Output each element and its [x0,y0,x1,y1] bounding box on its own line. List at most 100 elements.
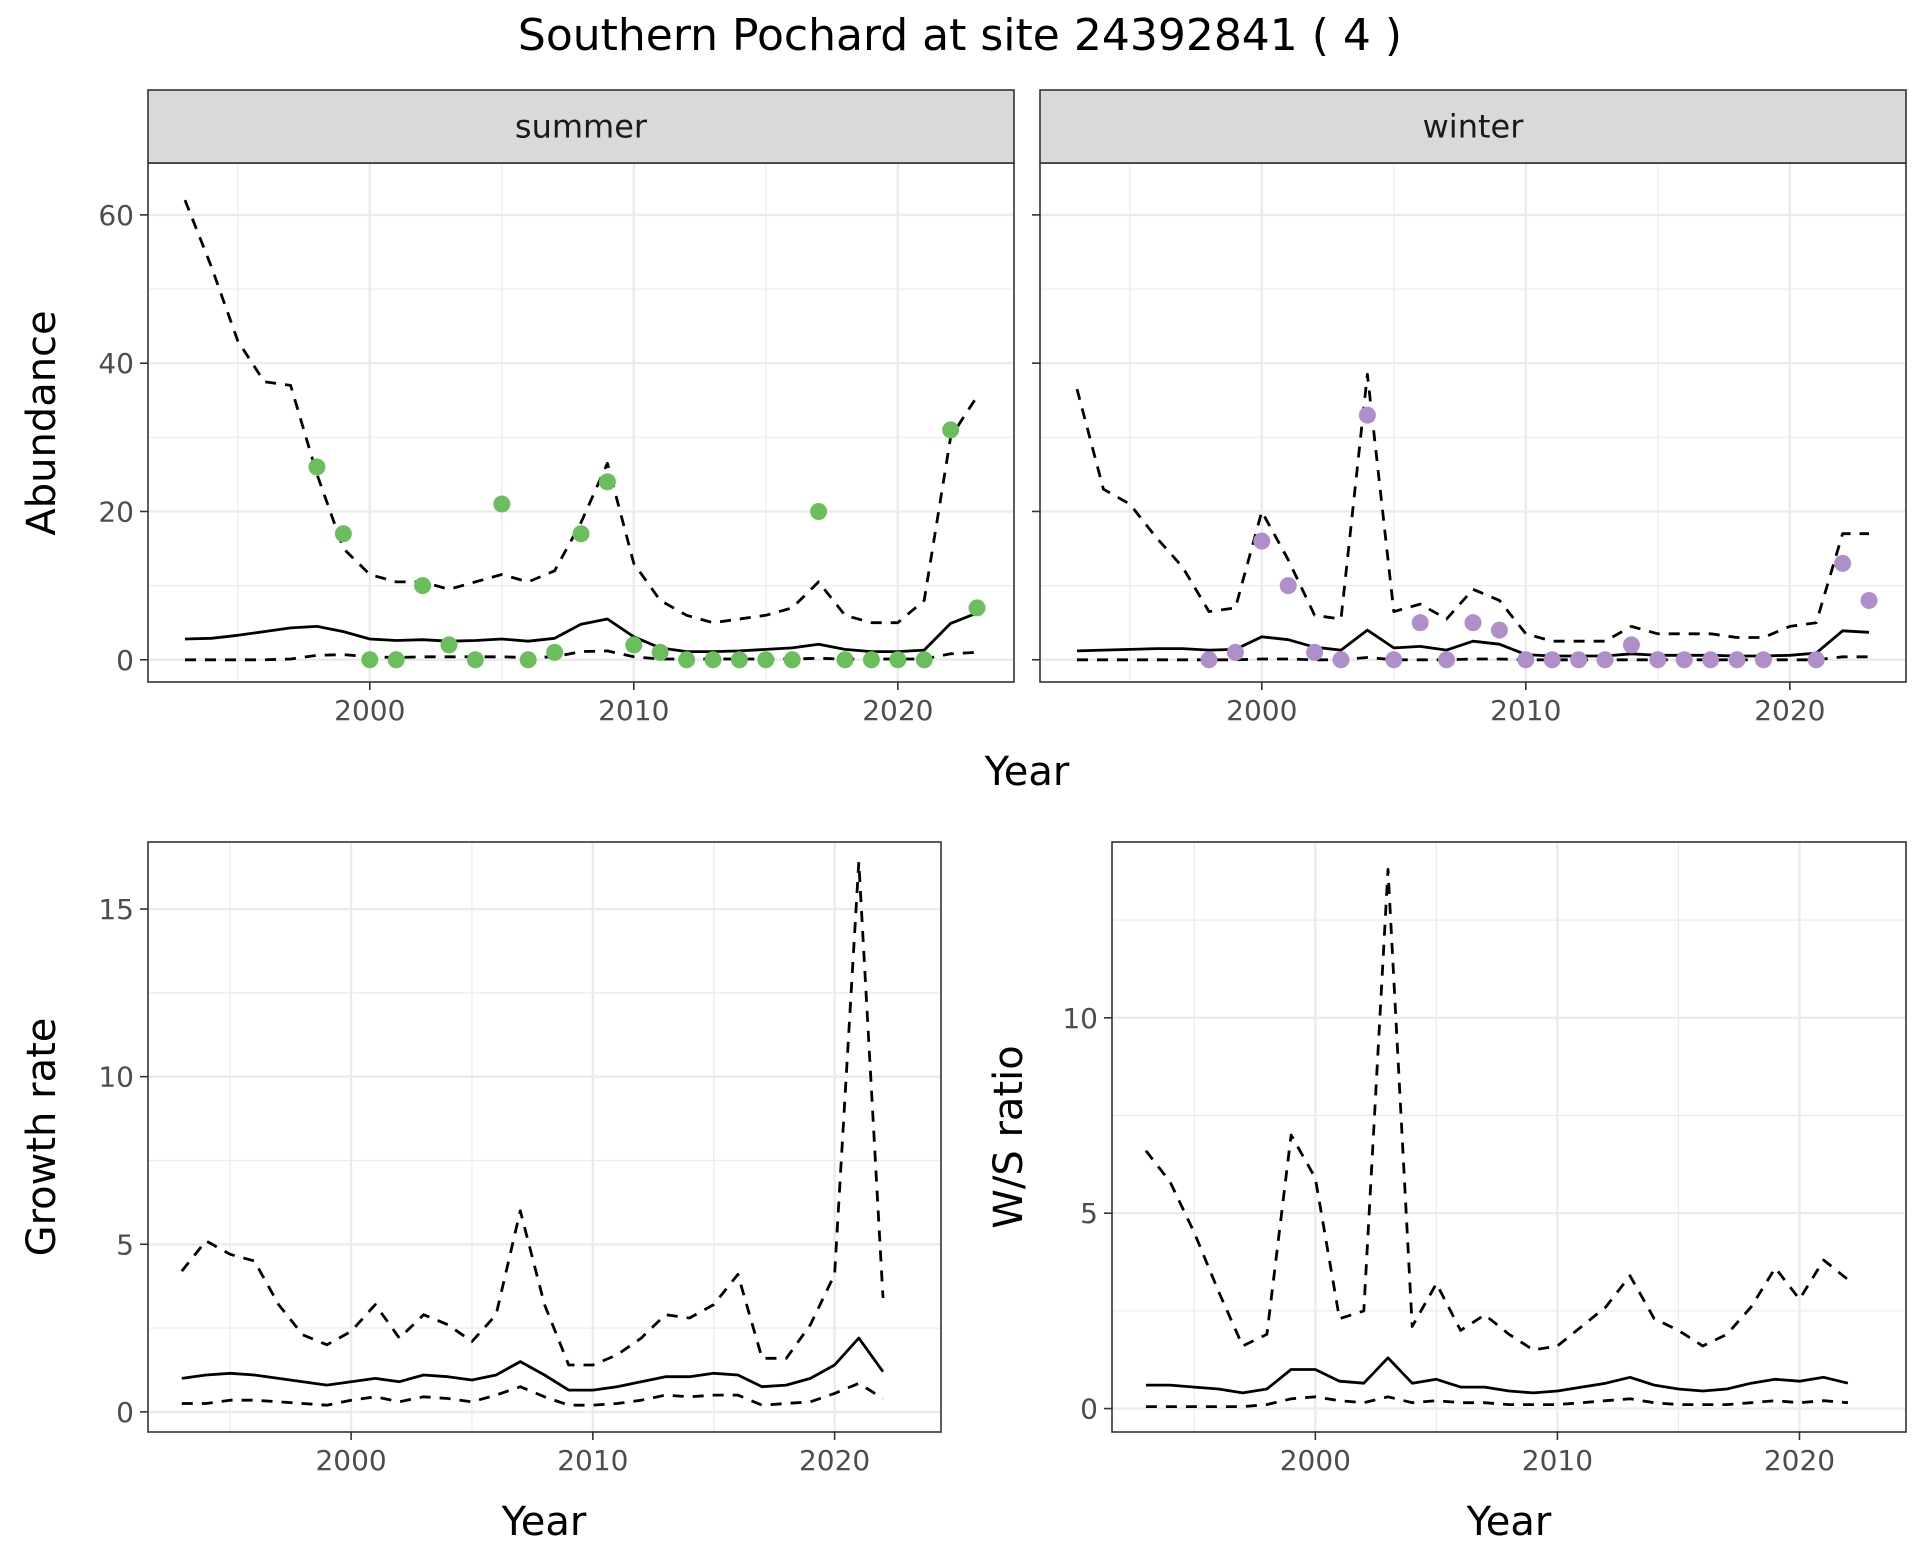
y-axis-title-abundance: Abundance [19,310,65,535]
data-point [1385,651,1403,669]
data-point [1807,651,1825,669]
facet-label: winter [1423,108,1525,146]
plot-background [1112,842,1906,1432]
data-point [862,651,880,669]
series-line-median [181,1336,885,1392]
data-point [968,599,986,617]
data-point [440,636,458,654]
panel-border [1111,841,1907,1433]
x-tick-label: 2000 [1226,694,1297,727]
x-tick-label: 2000 [334,694,405,727]
data-point [942,421,960,439]
data-point [1543,651,1561,669]
data-point [1860,591,1878,609]
x-axis-title-growth: Year [501,1499,587,1545]
data-point [1358,406,1376,424]
facet-strip [1039,89,1907,164]
panel-abundance-winter: 2000 2010 2020 winter [1032,89,1907,727]
data-point [308,458,326,476]
y-tick-label: 0 [116,644,134,677]
data-point [1702,651,1720,669]
y-tick-label: 40 [98,347,134,380]
series-line-median [1145,1356,1849,1395]
data-point [651,643,669,661]
data-point [1490,621,1508,639]
data-point [519,651,537,669]
x-tick-label: 2010 [598,694,669,727]
data-point [1411,614,1429,632]
data-point [915,651,933,669]
panel-ws-ratio: 2000 2010 2020 0 5 10 [1062,841,1907,1477]
y-tick-label: 5 [1080,1197,1098,1230]
y-axis-title-ws: W/S ratio [986,1045,1032,1228]
x-tick-label: 2010 [1490,694,1561,727]
y-tick-label: 20 [98,495,134,528]
series-line-lower [1145,1395,1849,1408]
plot-background [148,163,1014,682]
data-point [1438,651,1456,669]
data-point [1622,636,1640,654]
x-axis-title-top: Year [984,749,1070,795]
y-tick-label: 60 [98,199,134,232]
data-point [387,651,405,669]
x-axis-title-ws: Year [1466,1499,1552,1545]
data-point [1649,651,1667,669]
x-tick-label: 2000 [315,1444,386,1477]
x-tick-label: 2020 [862,694,933,727]
data-point [704,651,722,669]
data-point [1200,651,1218,669]
x-tick-label: 2010 [1522,1444,1593,1477]
facet-label: summer [515,108,648,146]
data-point [361,651,379,669]
data-point [1226,643,1244,661]
series-line-upper [183,199,979,625]
y-tick-label: 10 [1062,1002,1098,1035]
data-point [810,502,828,520]
x-tick-label: 2010 [557,1444,628,1477]
data-point [414,577,432,595]
x-tick-label: 2020 [1754,694,1825,727]
data-point [1279,577,1297,595]
plot-background [148,842,941,1432]
data-point [466,651,484,669]
series-line-upper [180,860,885,1367]
data-point [1306,643,1324,661]
data-point [1464,614,1482,632]
data-point [1596,651,1614,669]
data-point [889,651,907,669]
y-tick-label: 0 [116,1396,134,1429]
y-tick-label: 5 [116,1228,134,1261]
figure-title: Southern Pochard at site 24392841 ( 4 ) [518,10,1402,61]
data-point [757,651,775,669]
data-point [1754,651,1772,669]
x-tick-label: 2020 [799,1444,870,1477]
data-point [1332,651,1350,669]
x-tick-label: 2020 [1764,1444,1835,1477]
data-point [1675,651,1693,669]
data-point [1728,651,1746,669]
y-tick-label: 0 [1080,1393,1098,1426]
panel-abundance-summer: 2000 2010 2020 0 20 40 60 summer [98,89,1015,727]
data-point [678,651,696,669]
data-point [546,643,564,661]
data-point [1517,651,1535,669]
y-axis-title-growth: Growth rate [19,1018,65,1257]
data-point [334,525,352,543]
data-point [836,651,854,669]
facet-strip [147,89,1015,164]
data-point [730,651,748,669]
y-tick-label: 10 [98,1061,134,1094]
data-point [783,651,801,669]
x-tick-label: 2000 [1280,1444,1351,1477]
panel-border [147,841,942,1433]
series-line-upper [1075,372,1869,643]
data-point [625,636,643,654]
data-point [1253,532,1271,550]
data-point [572,525,590,543]
panel-growth-rate: 2000 2010 2020 0 5 10 15 [98,841,942,1477]
data-point [1834,554,1852,572]
plot-background [1040,163,1906,682]
data-point [598,473,616,491]
series-line-median [184,611,978,653]
